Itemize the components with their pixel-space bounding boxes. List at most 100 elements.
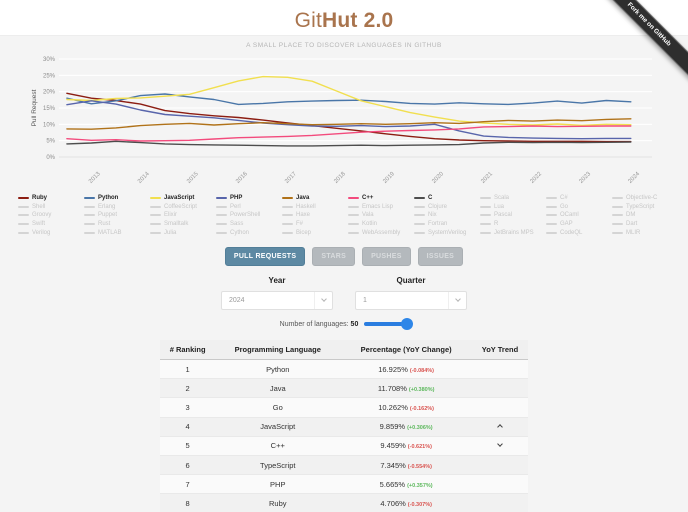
- legend-item-CodeQL[interactable]: CodeQL: [546, 229, 604, 237]
- metric-button-pull-requests[interactable]: PULL REQUESTS: [224, 246, 306, 266]
- legend-swatch-icon: [216, 214, 227, 217]
- percentage-cell: 11.708% (+0.380%): [340, 378, 472, 399]
- percentage-value: 4.706%: [380, 498, 406, 508]
- yoy-change: (+0.306%): [407, 425, 433, 432]
- slider-handle[interactable]: [401, 318, 414, 331]
- y-tick-label: 0%: [46, 155, 55, 161]
- table-row: 4 JavaScript 9.859% (+0.306%): [160, 417, 528, 437]
- language-cell: PHP: [215, 474, 341, 495]
- legend-item-Kotlin[interactable]: Kotlin: [348, 220, 406, 228]
- legend-item-Ruby[interactable]: Ruby: [18, 194, 76, 202]
- table-row: 1 Python 16.925% (-0.084%): [160, 359, 528, 380]
- legend-item-Shell[interactable]: Shell: [18, 203, 76, 211]
- legend-item-WebAssembly[interactable]: WebAssembly: [348, 229, 406, 237]
- legend-item-GAP[interactable]: GAP: [546, 220, 604, 228]
- legend-item-Scala[interactable]: Scala: [480, 194, 538, 202]
- legend-item-Elixir[interactable]: Elixir: [150, 212, 208, 220]
- legend-item-Bicep[interactable]: Bicep: [282, 229, 340, 237]
- percentage-cell: 9.859% (+0.306%): [340, 417, 472, 437]
- language-count-row: Number of languages: 50: [0, 318, 688, 331]
- legend-label: Haskell: [296, 203, 316, 210]
- trend-cell: [471, 359, 528, 380]
- legend-item-MATLAB[interactable]: MATLAB: [84, 229, 142, 237]
- legend-item-Smalltalk[interactable]: Smalltalk: [150, 220, 208, 228]
- legend-swatch-icon: [282, 214, 293, 217]
- legend-item-Haskell[interactable]: Haskell: [282, 203, 340, 211]
- y-tick-label: 15%: [43, 106, 56, 112]
- legend-item-CoffeeScript[interactable]: CoffeeScript: [150, 203, 208, 211]
- language-count-slider[interactable]: [364, 318, 414, 331]
- header-row: # Ranking Programming Language Percentage …: [160, 339, 528, 360]
- legend-item-Python[interactable]: Python: [84, 194, 142, 202]
- x-tick-label: 2013: [88, 171, 102, 185]
- legend-swatch-icon: [18, 196, 29, 199]
- language-count-value: 50: [350, 320, 359, 328]
- legend-item-Go[interactable]: Go: [546, 203, 604, 211]
- column-header: Programming Language: [215, 339, 341, 360]
- year-select[interactable]: 2024: [221, 290, 333, 310]
- table-row: 5 C++ 9.459% (-0.621%): [160, 436, 528, 456]
- legend-swatch-icon: [150, 232, 161, 235]
- legend-item-Perl[interactable]: Perl: [216, 203, 274, 211]
- legend-item-C#[interactable]: C#: [546, 194, 604, 202]
- metric-button-stars[interactable]: STARS: [312, 246, 356, 266]
- legend-label: F#: [296, 221, 304, 228]
- metric-button-issues[interactable]: ISSUES: [417, 246, 464, 266]
- legend-item-Sass[interactable]: Sass: [216, 220, 274, 228]
- legend-item-Java[interactable]: Java: [282, 194, 340, 202]
- legend-item-Cython[interactable]: Cython: [216, 229, 274, 237]
- legend-item-JetBrains MPS[interactable]: JetBrains MPS: [480, 229, 538, 237]
- legend-item-Emacs Lisp[interactable]: Emacs Lisp: [348, 203, 406, 211]
- legend-item-Vala[interactable]: Vala: [348, 212, 406, 220]
- legend-item-TypeScript[interactable]: TypeScript: [612, 203, 670, 211]
- legend-label: Objective-C: [626, 194, 658, 201]
- legend-column: Ruby Shell Groovy Swift Verilog: [18, 194, 76, 238]
- yoy-change: (-0.162%): [409, 405, 435, 412]
- column-header: YoY Trend: [471, 339, 528, 360]
- legend-item-Puppet[interactable]: Puppet: [84, 212, 142, 220]
- legend-item-Verilog[interactable]: Verilog: [18, 229, 76, 237]
- legend-item-Clojure[interactable]: Clojure: [414, 203, 472, 211]
- legend-item-Lua[interactable]: Lua: [480, 203, 538, 211]
- x-tick-label: 2024: [627, 171, 641, 185]
- legend-item-Fortran[interactable]: Fortran: [414, 220, 472, 228]
- legend-label: Smalltalk: [164, 221, 189, 228]
- quarter-select[interactable]: 1: [355, 290, 467, 310]
- legend-item-Objective-C[interactable]: Objective-C: [612, 194, 670, 202]
- legend-item-Haxe[interactable]: Haxe: [282, 212, 340, 220]
- legend-item-C++[interactable]: C++: [348, 194, 406, 202]
- legend-item-F#[interactable]: F#: [282, 220, 340, 228]
- legend-item-Julia[interactable]: Julia: [150, 229, 208, 237]
- metric-button-pushes[interactable]: PUSHES: [362, 246, 411, 266]
- language-cell: Java: [215, 378, 341, 399]
- legend-item-Dart[interactable]: Dart: [612, 220, 670, 228]
- legend-item-Erlang[interactable]: Erlang: [84, 203, 142, 211]
- legend-item-PHP[interactable]: PHP: [216, 194, 274, 202]
- legend-item-R[interactable]: R: [480, 220, 538, 228]
- legend-item-JavaScript[interactable]: JavaScript: [150, 194, 208, 202]
- x-tick-label: 2021: [480, 171, 494, 185]
- legend-label: Puppet: [98, 212, 118, 219]
- legend-item-OCaml[interactable]: OCaml: [546, 212, 604, 220]
- legend-label: Haxe: [296, 212, 311, 219]
- legend-item-SystemVerilog[interactable]: SystemVerilog: [414, 229, 472, 237]
- legend-column: PHP Perl PowerShell Sass Cython: [216, 194, 274, 238]
- trend-cell: [471, 397, 528, 418]
- legend-item-Swift[interactable]: Swift: [18, 220, 76, 228]
- legend-swatch-icon: [414, 223, 425, 226]
- legend-label: SystemVerilog: [428, 230, 467, 237]
- rank-cell: 6: [160, 455, 216, 476]
- legend-item-Nix[interactable]: Nix: [414, 212, 472, 220]
- legend-item-PowerShell[interactable]: PowerShell: [216, 212, 274, 220]
- legend-item-Pascal[interactable]: Pascal: [480, 212, 538, 220]
- legend-item-MLIR[interactable]: MLIR: [612, 229, 670, 237]
- legend-item-Rust[interactable]: Rust: [84, 220, 142, 228]
- legend-item-C[interactable]: C: [414, 194, 472, 202]
- language-cell: Ruby: [215, 493, 341, 512]
- language-cell: Python: [215, 359, 341, 380]
- legend-item-Groovy[interactable]: Groovy: [18, 212, 76, 220]
- language-cell: JavaScript: [215, 417, 341, 437]
- legend-label: Elixir: [164, 212, 177, 219]
- legend-item-DM[interactable]: DM: [612, 212, 670, 220]
